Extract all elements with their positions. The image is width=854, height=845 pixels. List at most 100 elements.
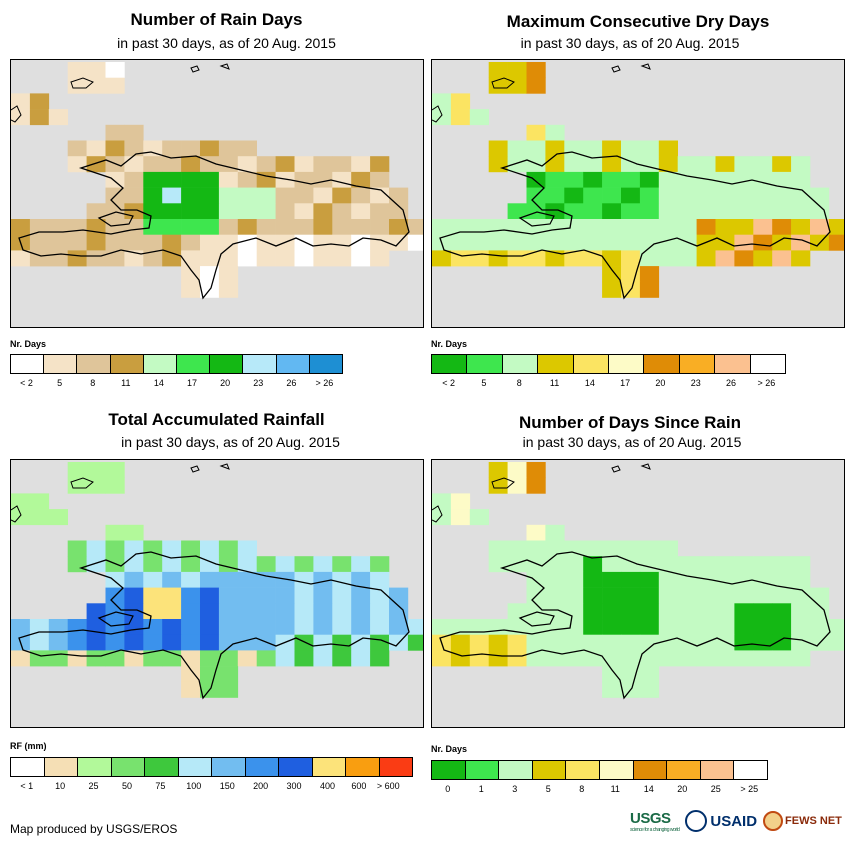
grid-cell [294,219,314,235]
grid-cell [564,250,584,267]
grid-cell [181,540,201,557]
grid-cell [507,556,527,573]
legend-tick-label: > 600 [376,781,400,791]
grid-cell [564,619,584,635]
grid-cell [734,634,754,651]
grid-cell [181,556,201,573]
grid-cell [753,619,773,635]
grid-cell [218,203,239,220]
grid-cell [602,266,622,283]
grid-cell [200,650,220,667]
grid-cell [753,250,773,267]
grid-cell [218,650,239,667]
grid-cell [29,109,50,126]
grid-cell [105,462,125,478]
legend-swatch [633,761,668,779]
grid-cell [200,187,220,204]
grid-cell [237,219,257,235]
grid-cell [583,219,603,235]
grid-cell [143,634,163,651]
grid-cell [828,619,844,635]
grid-cell [218,571,239,588]
grid-cell [507,540,527,557]
grid-cell [351,219,371,235]
grid-cell [507,462,527,478]
panel-4-title: Number of Days Since Rain [518,413,741,432]
grid-cell [583,634,603,651]
grid-cell [237,556,257,573]
grid-cell [507,634,527,651]
legend-tick-label: 14 [643,784,654,794]
grid-cell [105,571,125,588]
legend-swatch [11,758,45,776]
grid-cell [200,603,220,620]
grid-cell [677,171,697,188]
grid-cell [294,619,314,635]
grid-cell [124,650,144,667]
grid-cell [256,650,276,667]
panel-1-subtitle: in past 30 days, as of 20 Aug. 2015 [117,35,336,51]
legend-swatch [210,355,244,373]
grid-cell [29,493,50,510]
grid-cell [370,571,390,588]
grid-cell [810,219,830,235]
grid-cell [105,62,125,78]
grid-cell [810,203,830,220]
grid-cell [332,171,352,188]
legend-tick-label: 11 [121,378,131,388]
grid-cell [48,219,68,235]
grid-cell [294,156,314,173]
grid-cell [810,603,830,620]
grid-cell [86,250,106,267]
grid-cell [294,571,314,588]
legend-tick-label: 200 [253,781,269,791]
grid-cell [124,634,144,651]
legend-tick-label: 50 [121,781,132,791]
grid-cell [810,619,830,635]
grid-cell [86,203,106,220]
grid-cell [602,634,622,651]
grid-cell [218,281,239,298]
grid-cell [772,156,792,173]
grid-cell [583,540,603,557]
grid-cell [105,524,125,541]
grid-cell [734,171,754,188]
grid-cell [143,203,163,220]
grid-cell [124,556,144,573]
grid-cell [237,634,257,651]
fewsnet-logo: FEWS NET [763,811,842,831]
panel-2-legend-bar [431,354,786,374]
legend-tick-label: 20 [655,378,666,388]
grid-cell [715,171,735,188]
grid-cell [332,203,352,220]
grid-cell [791,171,811,188]
grid-cell [370,619,390,635]
grid-cell [370,603,390,620]
grid-cell [564,556,584,573]
legend-tick-label: 3 [512,784,518,794]
grid-cell [488,234,508,251]
grid-cell [564,187,584,204]
grid-cell [124,587,144,604]
grid-cell [294,587,314,604]
grid-cell [715,234,735,251]
grid-cell [370,171,390,188]
grid-cell [105,650,125,667]
grid-cell [143,156,163,173]
legend-tick-label: 8 [516,378,522,388]
grid-cell [48,619,68,635]
grid-cell [275,556,295,573]
grid-cell [507,603,527,620]
grid-cell [86,650,106,667]
grid-cell [181,171,201,188]
legend-swatch [309,355,343,373]
grid-cell [639,171,660,188]
grid-cell [86,62,106,78]
grid-cell [124,140,144,157]
grid-cell [677,219,697,235]
legend-tick-label: 17 [620,378,631,388]
grid-cell [715,156,735,173]
grid-cell [162,140,182,157]
grid-cell [181,156,201,173]
grid-cell [583,556,603,573]
